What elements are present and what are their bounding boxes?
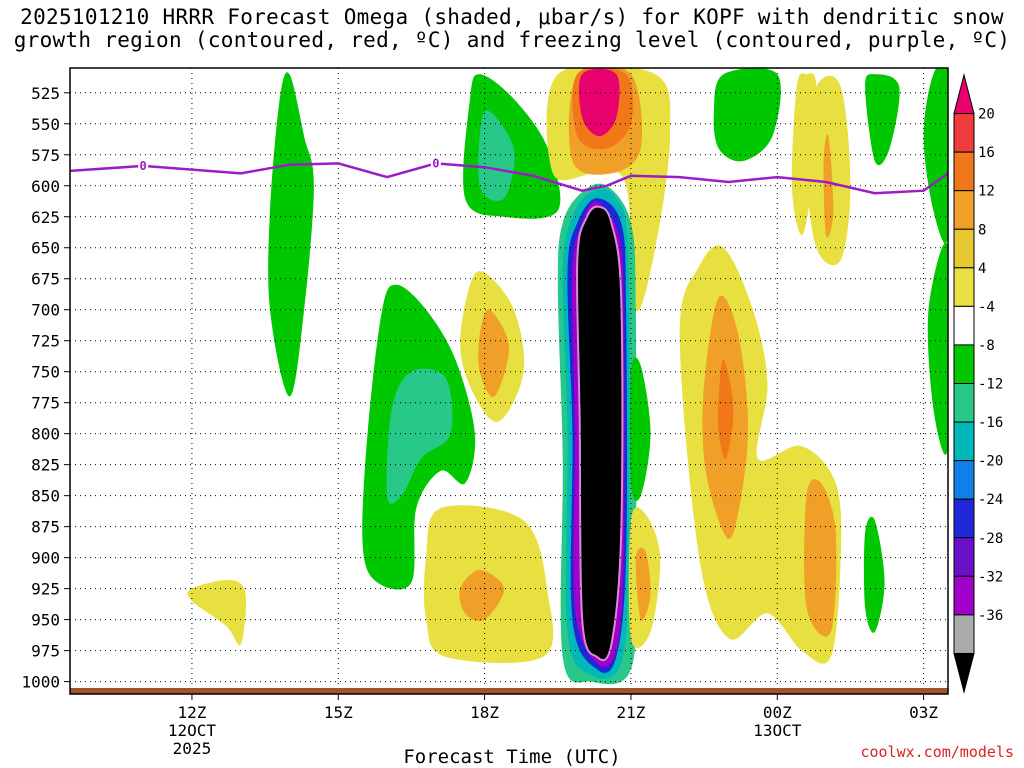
omega-region-pink-upper-center [578,68,620,137]
omega-region-orange-upper-right-column [823,133,834,238]
freezing-level-label-1: 0 [432,156,439,170]
omega-region-green-far-right-small [863,516,885,633]
colorbar-label--28: -28 [978,531,1003,547]
y-tick-label-575: 575 [31,146,60,165]
colorbar-swatch-3 [953,190,975,230]
omega-region-orange-bottom-left [459,570,505,622]
chart-title: 2025101210 HRRR Forecast Omega (shaded, … [0,6,1024,52]
y-tick-label-975: 975 [31,642,60,661]
x-tick-date-00Z: 13OCT [753,721,802,740]
colorbar-swatch-5 [953,267,975,307]
colorbar-swatch-11 [953,498,975,539]
y-tick-label-775: 775 [31,394,60,413]
colorbar-label--4: -4 [978,299,995,315]
chart-title-line1: 2025101210 HRRR Forecast Omega (shaded, … [20,5,1004,29]
freezing-label-bg-0 [138,157,149,172]
y-tick-label-725: 725 [31,332,60,351]
colorbar-label--32: -32 [978,569,1003,585]
freezing-label-bg-1 [430,155,441,170]
colorbar-swatch-8 [953,383,975,423]
colorbar-arrow-top [953,73,975,115]
colorbar-label--8: -8 [978,338,995,354]
omega-region-orange-right-of-blob-lower [635,547,651,621]
colorbar-label-8: 8 [978,222,986,238]
y-tick-label-650: 650 [31,239,60,258]
colorbar-label-12: 12 [978,184,995,200]
x-tick-date-12Z: 12OCT [168,721,217,740]
colorbar-label--20: -20 [978,454,1003,470]
colorbar-label--24: -24 [978,492,1003,508]
colorbar-label--16: -16 [978,415,1003,431]
omega-region-blob-core [577,206,623,661]
freezing-level-line [70,162,948,195]
omega-region-green-upper-right-2 [865,74,900,166]
colorbar-swatch-14 [953,614,975,654]
ground-surface [70,688,948,694]
colorbar-swatch-9 [953,421,975,462]
omega-region-green-upper-right [713,68,781,162]
y-tick-label-700: 700 [31,301,60,320]
y-tick-label-850: 850 [31,487,60,506]
x-tick-label-21Z: 21Z [616,703,645,722]
y-tick-label-1000: 1000 [21,673,60,692]
omega-region-red-right-center [717,359,734,460]
x-axis-label: Forecast Time (UTC) [403,746,621,768]
x-tick-label-12Z: 12Z [177,703,206,722]
colorbar-swatch-7 [953,344,975,384]
y-tick-label-675: 675 [31,270,60,289]
x-tick-label-18Z: 18Z [470,703,499,722]
omega-shading [187,68,948,685]
colorbar-swatch-10 [953,460,975,500]
y-tick-label-625: 625 [31,208,60,227]
x-tick-label-15Z: 15Z [324,703,353,722]
plot-frame [69,67,949,695]
colorbar-swatch-6 [953,305,975,346]
omega-region-green-right-of-blob [629,357,651,501]
y-tick-label-525: 525 [31,84,60,103]
colorbar-swatch-1 [953,113,975,153]
omega-region-upper-left-green [268,72,314,397]
y-tick-label-600: 600 [31,177,60,196]
colorbar-label-20: 20 [978,107,995,123]
omega-region-green-right-edge [923,68,948,244]
x-tick-label-03Z: 03Z [909,703,938,722]
chart-title-line2: growth region (contoured, red, ºC) and f… [13,28,1011,52]
y-tick-label-550: 550 [31,115,60,134]
colorbar-swatch-2 [953,151,975,192]
y-tick-label-900: 900 [31,549,60,568]
omega-region-yellow-upper-far-right [791,73,817,236]
x-tick-label-00Z: 00Z [763,703,792,722]
colorbar: 20 16 12 8 4 -4 -8 -12 -16 -20 -24 -28 -32 -36 [953,73,1003,694]
colorbar-label--12: -12 [978,377,1003,393]
colorbar-arrow-bottom [953,652,975,694]
colorbar-swatch-12 [953,537,975,577]
freezing-level-label-0: 0 [140,159,147,173]
colorbar-label-4: 4 [978,261,986,277]
colorbar-label--36: -36 [978,608,1003,624]
colorbar-swatch-4 [953,228,975,269]
omega-region-green-upper-center-inner [478,110,515,201]
blob-core-outline [576,205,624,662]
y-tick-label-925: 925 [31,580,60,599]
omega-region-orange-mid-left [478,309,510,398]
x-tick-year-12Z: 2025 [173,739,212,758]
y-tick-label-825: 825 [31,456,60,475]
credit-link[interactable]: coolwx.com/models [860,743,1014,761]
omega-region-green-right-edge-lower [927,242,948,455]
colorbar-label-16: 16 [978,145,995,161]
y-tick-label-875: 875 [31,518,60,537]
omega-region-yellow-left-small [187,579,247,646]
y-axis: 525 550 575 600 625 650 675 700 725 750 775 800 825 8… [21,84,70,692]
colorbar-swatch-13 [953,575,975,616]
y-tick-label-800: 800 [31,425,60,444]
y-tick-label-950: 950 [31,611,60,630]
y-tick-label-750: 750 [31,363,60,382]
